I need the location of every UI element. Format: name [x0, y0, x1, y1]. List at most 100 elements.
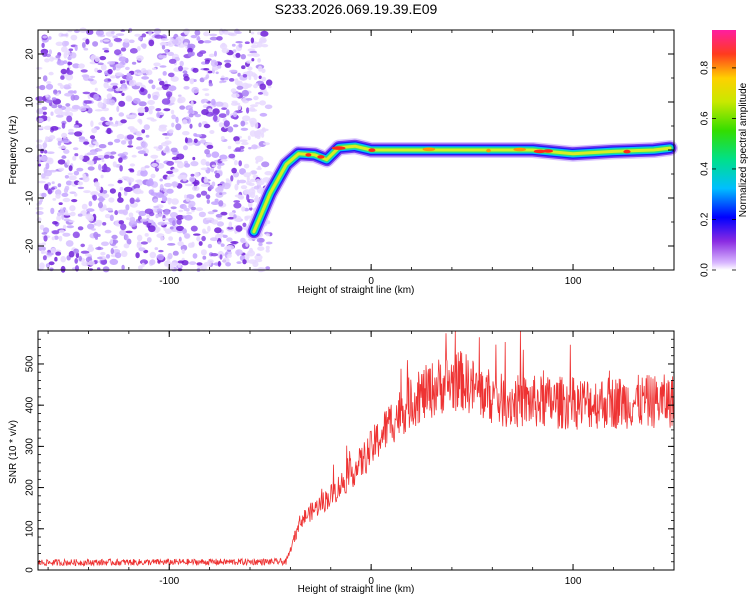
noise-speckle — [198, 241, 203, 246]
noise-speckle — [166, 188, 174, 194]
noise-speckle — [193, 138, 198, 144]
noise-speckle — [64, 92, 73, 97]
noise-speckle — [171, 38, 179, 45]
noise-speckle — [106, 127, 112, 135]
noise-speckle — [195, 207, 204, 212]
noise-speckle — [78, 139, 87, 143]
noise-speckle — [261, 76, 267, 82]
noise-speckle — [99, 193, 105, 197]
noise-speckle — [65, 103, 71, 107]
noise-speckle — [191, 185, 200, 192]
noise-speckle — [189, 123, 193, 129]
noise-speckle — [51, 181, 55, 185]
noise-speckle — [97, 62, 104, 66]
noise-speckle — [201, 235, 206, 242]
noise-speckle — [43, 150, 48, 154]
noise-speckle — [54, 108, 63, 115]
noise-speckle — [236, 85, 244, 90]
noise-speckle — [136, 242, 142, 249]
noise-speckle — [144, 165, 150, 169]
noise-speckle — [223, 59, 232, 63]
noise-speckle — [69, 52, 77, 59]
noise-speckle — [61, 155, 67, 159]
noise-speckle — [85, 253, 92, 257]
noise-speckle — [129, 216, 136, 224]
noise-speckle — [172, 250, 179, 256]
noise-speckle — [258, 242, 263, 246]
noise-speckle — [260, 39, 267, 43]
noise-speckle — [104, 229, 112, 234]
noise-speckle — [162, 195, 168, 202]
noise-speckle — [51, 187, 55, 190]
noise-speckle — [170, 99, 175, 104]
noise-speckle — [94, 56, 100, 62]
noise-speckle — [79, 106, 87, 112]
noise-speckle — [120, 119, 127, 124]
noise-speckle — [207, 70, 213, 74]
noise-speckle — [38, 180, 46, 184]
noise-speckle — [46, 151, 55, 154]
noise-speckle — [129, 197, 135, 204]
noise-speckle — [105, 121, 114, 126]
noise-speckle — [39, 224, 45, 230]
noise-speckle — [153, 28, 162, 35]
noise-speckle — [184, 183, 193, 187]
noise-speckle — [181, 248, 185, 255]
noise-speckle — [250, 31, 255, 35]
noise-speckle — [156, 87, 163, 91]
noise-speckle — [179, 105, 186, 110]
noise-speckle — [259, 100, 266, 106]
noise-speckle — [172, 168, 179, 173]
noise-speckle — [224, 31, 229, 35]
noise-speckle — [82, 176, 90, 183]
noise-speckle — [42, 255, 47, 261]
noise-speckle — [217, 241, 221, 245]
colorbar-tick-label: 0.6 — [700, 111, 711, 125]
noise-speckle — [152, 94, 159, 101]
noise-speckle — [104, 213, 111, 219]
noise-speckle — [239, 145, 245, 150]
noise-speckle — [137, 36, 143, 41]
noise-speckle — [141, 262, 145, 268]
noise-speckle — [241, 89, 249, 97]
noise-speckle — [177, 260, 184, 264]
noise-speckle — [117, 197, 124, 203]
noise-speckle — [176, 225, 184, 232]
noise-speckle — [249, 178, 257, 183]
noise-speckle — [222, 234, 228, 238]
noise-speckle — [143, 124, 150, 130]
noise-speckle — [254, 83, 259, 86]
noise-speckle — [235, 140, 241, 145]
noise-speckle — [110, 75, 117, 79]
noise-speckle — [138, 247, 146, 252]
noise-speckle — [176, 161, 185, 169]
noise-speckle — [73, 124, 80, 129]
noise-speckle — [170, 147, 178, 153]
noise-speckle — [210, 253, 219, 257]
noise-speckle — [212, 209, 218, 213]
noise-speckle — [73, 248, 79, 254]
noise-speckle — [190, 34, 198, 39]
noise-speckle — [77, 181, 84, 186]
noise-speckle — [210, 60, 218, 67]
noise-speckle — [48, 49, 53, 55]
noise-speckle — [55, 41, 63, 46]
noise-speckle — [234, 102, 241, 106]
noise-speckle — [80, 250, 90, 254]
noise-speckle — [249, 104, 259, 108]
noise-speckle — [187, 43, 196, 49]
noise-speckle — [164, 136, 169, 140]
noise-speckle — [140, 43, 147, 48]
noise-speckle — [96, 221, 102, 227]
noise-speckle — [251, 58, 255, 62]
noise-speckle — [237, 72, 241, 77]
noise-speckle — [115, 87, 123, 92]
noise-speckle — [137, 107, 146, 114]
noise-speckle — [235, 225, 243, 232]
noise-speckle — [50, 111, 54, 116]
noise-speckle — [116, 65, 125, 68]
noise-speckle — [214, 198, 219, 203]
noise-speckle — [217, 65, 222, 69]
noise-speckle — [115, 33, 125, 36]
